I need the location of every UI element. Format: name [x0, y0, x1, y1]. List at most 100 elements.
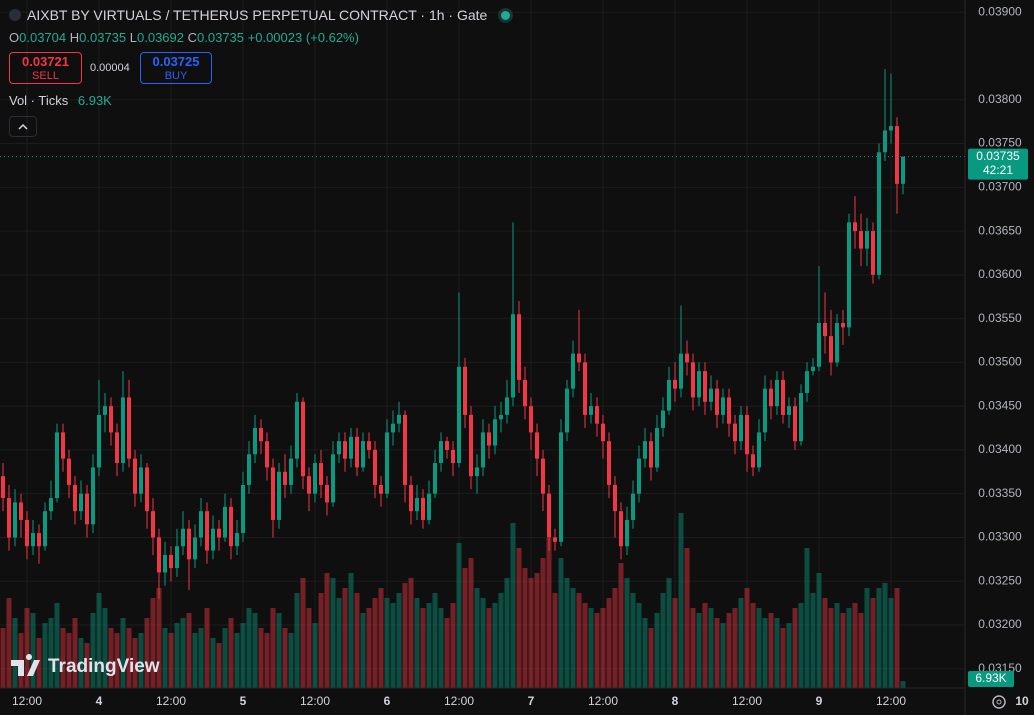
- countdown: 42:21: [983, 163, 1013, 177]
- volume-bar: [822, 598, 828, 688]
- candle-body: [553, 537, 557, 542]
- buy-button[interactable]: 0.03725 BUY: [140, 52, 212, 84]
- candle-body: [505, 397, 509, 415]
- volume-bar: [900, 681, 906, 688]
- volume-legend: Vol · Ticks 6.93K: [9, 93, 112, 108]
- volume-bar: [612, 588, 618, 688]
- volume-bar: [810, 593, 816, 688]
- candle-body: [295, 401, 299, 459]
- candle-body: [25, 519, 29, 547]
- candle-body: [853, 222, 857, 232]
- candle-body: [793, 406, 797, 442]
- volume-bar: [114, 633, 120, 688]
- gear[interactable]: [992, 695, 1006, 709]
- y-tick-label: 0.03250: [978, 573, 1022, 587]
- volume-bar: [852, 603, 858, 688]
- x-tick-label: 8: [672, 694, 679, 708]
- candle-body: [211, 528, 215, 551]
- volume-bar: [72, 618, 78, 688]
- volume-bar: [714, 618, 720, 688]
- candle-body: [439, 441, 443, 464]
- volume-bar: [618, 563, 624, 688]
- candle-body: [529, 406, 533, 433]
- candle-body: [655, 428, 659, 468]
- volume-bar: [288, 633, 294, 688]
- candle-body: [43, 511, 47, 547]
- candle-body: [361, 441, 365, 468]
- title: AIXBT BY VIRTUALS / TETHERUS PERPETUAL C…: [27, 7, 488, 23]
- y-tick-label: 0.03350: [978, 486, 1022, 500]
- logo-mark: [11, 654, 40, 676]
- volume-bar: [882, 583, 888, 688]
- candle-body: [751, 454, 755, 468]
- volume-bar: [24, 608, 30, 688]
- candle-body: [661, 410, 665, 429]
- volume-bar: [534, 573, 540, 688]
- candle-body: [571, 353, 575, 389]
- volume-bar: [402, 583, 408, 688]
- settings-icon[interactable]: [992, 695, 1006, 709]
- volume-bar: [372, 598, 378, 688]
- y-tick-label: 0.03600: [978, 267, 1022, 281]
- candle-body: [115, 432, 119, 464]
- volume-bar: [564, 578, 570, 688]
- volume-bar: [96, 593, 102, 688]
- candle-body: [205, 511, 209, 551]
- candle-body: [535, 432, 539, 459]
- volume-bar: [42, 623, 48, 688]
- sell-button[interactable]: 0.03721 SELL: [9, 52, 82, 84]
- candle-body: [721, 397, 725, 415]
- candle-body: [367, 441, 371, 450]
- volume-bar: [252, 613, 258, 688]
- status-dot: [501, 11, 511, 20]
- volume-bar: [450, 603, 456, 688]
- candle-body: [709, 388, 713, 402]
- candle-body: [283, 471, 287, 485]
- volume-bar: [336, 598, 342, 688]
- x-tick-label: 12:00: [156, 694, 186, 708]
- candle-body: [217, 528, 221, 538]
- volume-label-box: [968, 671, 1014, 687]
- volume-bar: [300, 578, 306, 688]
- volume-bar: [264, 633, 270, 688]
- candle-body: [757, 432, 761, 468]
- volume-bar: [696, 613, 702, 688]
- high-label: H: [69, 30, 80, 45]
- volume-bar: [150, 598, 156, 688]
- candle-body: [193, 537, 197, 560]
- volume-bar: [768, 613, 774, 688]
- volume-bar: [132, 638, 138, 688]
- volume-bar: [780, 628, 786, 688]
- volume-bar: [432, 593, 438, 688]
- candle-body: [157, 537, 161, 573]
- candle-body: [181, 528, 185, 547]
- y-tick-label: 0.03700: [978, 179, 1022, 193]
- volume-bar: [732, 608, 738, 688]
- chevron: [18, 123, 28, 130]
- candle-body: [31, 533, 35, 547]
- volume-bar: [624, 578, 630, 688]
- candle-body: [85, 493, 89, 525]
- sell-price: 0.03721: [22, 54, 69, 69]
- volume-bar: [270, 608, 276, 688]
- candle-body: [187, 528, 191, 560]
- volume-bar: [36, 638, 42, 688]
- candle-body: [829, 336, 833, 363]
- volume-bar: [720, 623, 726, 688]
- candle-body: [541, 458, 545, 494]
- volume-bar: [306, 608, 312, 688]
- candle-body: [1, 476, 5, 499]
- candle-body: [55, 432, 59, 499]
- volume-bar: [354, 593, 360, 688]
- candle-body: [715, 388, 719, 415]
- collapse-button[interactable]: [9, 116, 37, 137]
- candle-body: [97, 414, 101, 468]
- volume-bar: [384, 598, 390, 688]
- volume-bar: [168, 633, 174, 688]
- candle-body: [649, 441, 653, 468]
- volume-bar: [378, 588, 384, 688]
- volume-bar: [798, 603, 804, 688]
- candle-body: [397, 414, 401, 424]
- candle-body: [523, 379, 527, 407]
- candle-body: [229, 506, 233, 547]
